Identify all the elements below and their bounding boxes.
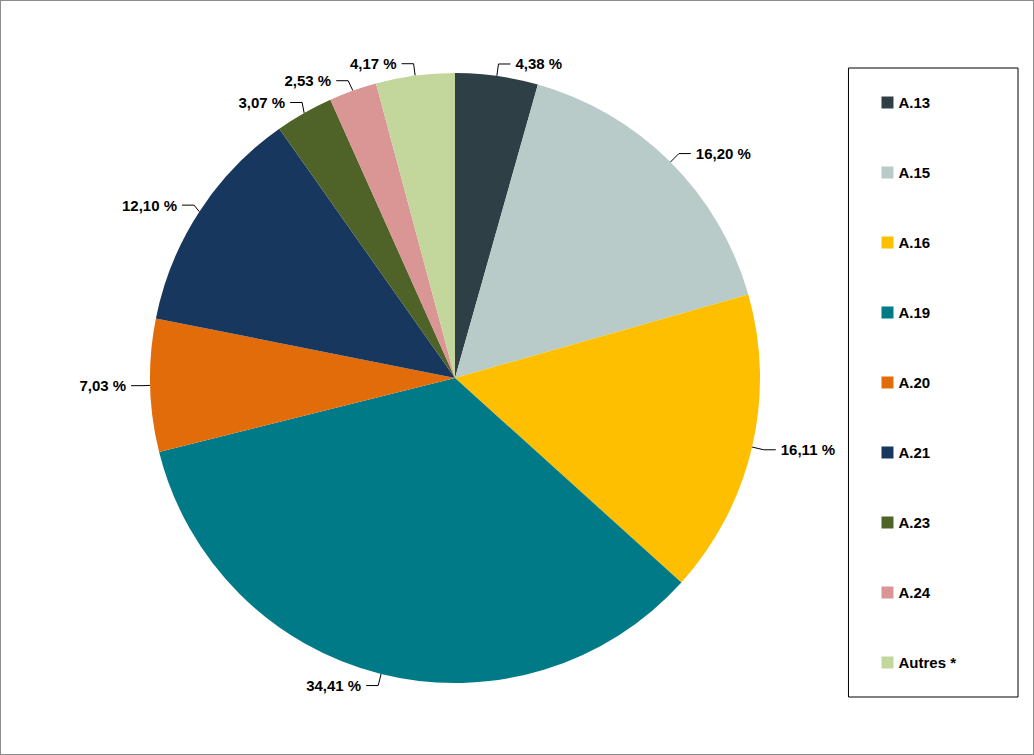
svg-text:A.16: A.16 <box>898 234 930 251</box>
svg-text:A.13: A.13 <box>898 94 930 111</box>
svg-text:A.15: A.15 <box>898 164 930 181</box>
svg-text:4,38 %: 4,38 % <box>515 55 562 72</box>
svg-text:16,20 %: 16,20 % <box>696 145 751 162</box>
svg-text:A.24: A.24 <box>898 584 930 601</box>
svg-text:4,17 %: 4,17 % <box>350 55 397 72</box>
svg-text:A.20: A.20 <box>898 374 930 391</box>
svg-text:A.21: A.21 <box>898 444 930 461</box>
svg-text:7,03 %: 7,03 % <box>79 377 126 394</box>
svg-text:34,41 %: 34,41 % <box>306 677 361 694</box>
svg-text:Autres *: Autres * <box>898 654 956 671</box>
svg-text:3,07 %: 3,07 % <box>238 94 285 111</box>
svg-text:A.23: A.23 <box>898 514 930 531</box>
svg-text:16,11 %: 16,11 % <box>781 441 835 458</box>
svg-text:A.19: A.19 <box>898 304 930 321</box>
svg-text:12,10 %: 12,10 % <box>122 197 177 214</box>
svg-text:2,53 %: 2,53 % <box>284 72 331 89</box>
